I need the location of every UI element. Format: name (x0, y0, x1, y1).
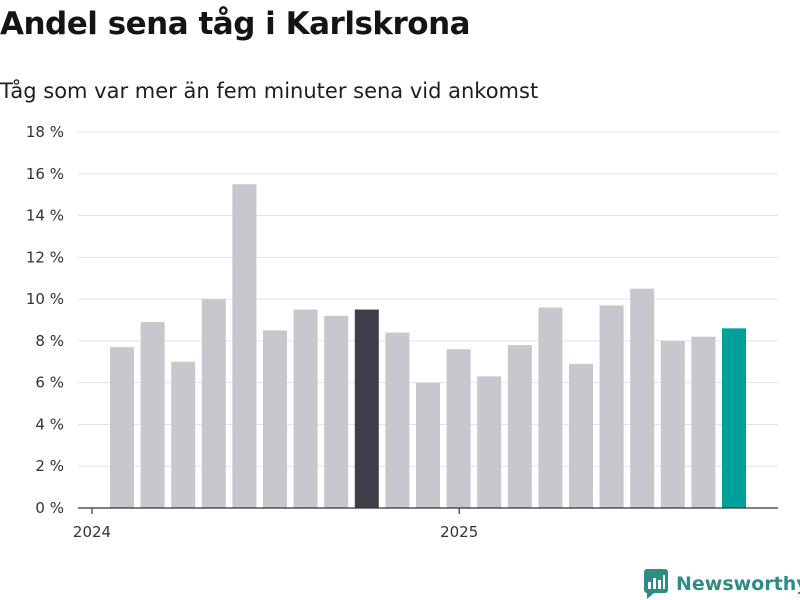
y-tick-label: 2 % (35, 457, 64, 475)
bar: 2025-07: 8 (660, 340, 685, 508)
bar: 2025-08: 8.2 (691, 336, 716, 508)
bar: 2025-02: 7.8 (507, 345, 532, 508)
newsworthy-brand: Newsworthy (644, 568, 800, 600)
bar: 2024-12: 7.6 (446, 349, 471, 508)
bar: 2025-06: 10.5 (630, 288, 655, 508)
y-tick-label: 6 % (35, 374, 64, 392)
chart-title: Andel sena tåg i Karlskrona (0, 6, 471, 42)
bar: 2024-06: 8.5 (263, 330, 287, 508)
bar: 2025-04: 6.9 (569, 363, 593, 508)
y-tick-label: 10 % (26, 290, 64, 308)
bar: 2024-02: 8.9 (140, 322, 165, 508)
y-tick-label: 18 % (26, 123, 64, 141)
y-tick-label: 0 % (35, 499, 64, 517)
y-tick-label: 16 % (26, 165, 64, 183)
x-tick-label: 2025 (440, 523, 478, 541)
bar: 2024-09: 9.5 (354, 309, 379, 508)
y-tick-label: 12 % (26, 248, 64, 266)
brand-name: Newsworthy (676, 573, 800, 595)
bar: 2024-11: 6 (416, 382, 440, 508)
y-tick-label: 14 % (26, 207, 64, 225)
newsworthy-logo-icon (644, 569, 668, 599)
bar: 2024-10: 8.4 (385, 332, 410, 508)
x-axis-labels: 2024 2025 (73, 523, 478, 541)
y-tick-label: 4 % (35, 415, 64, 433)
bar: 2025-01: 6.3 (477, 376, 502, 508)
bar: 2025-03: 9.6 (538, 307, 563, 508)
bar: 2024-05: 15.5 (232, 184, 257, 508)
x-tick-label: 2024 (73, 523, 111, 541)
chart-subtitle: Tåg som var mer än fem minuter sena vid … (0, 79, 539, 103)
bars: 2024-01: 7.72024-02: 8.92024-03: 72024-0… (110, 184, 746, 508)
bar: 2025-05: 9.7 (599, 305, 624, 508)
bar: 2024-04: 10 (201, 299, 226, 508)
bar: 2025-09: 8.6 (722, 328, 746, 508)
y-tick-label: 8 % (35, 332, 64, 350)
y-axis-labels: 0 % 2 % 4 % 6 % 8 % 10 % 12 % 14 % 16 % 18 % (26, 123, 64, 517)
x-axis (78, 507, 778, 514)
bar: 2024-01: 7.7 (110, 347, 134, 508)
bar: 2024-07: 9.5 (293, 309, 318, 508)
bar: 2024-08: 9.2 (324, 315, 349, 508)
bar: 2024-03: 7 (171, 361, 196, 508)
